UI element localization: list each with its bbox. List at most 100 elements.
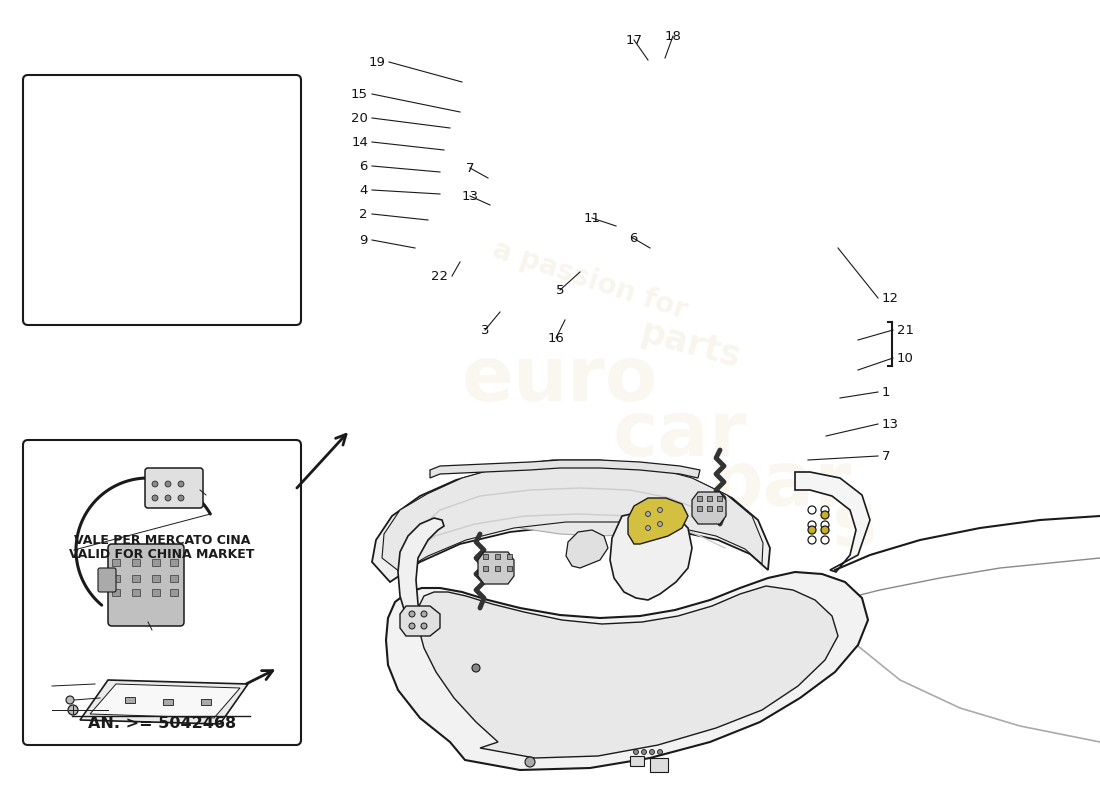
Circle shape bbox=[409, 623, 415, 629]
Text: VALE PER MERCATO CINA: VALE PER MERCATO CINA bbox=[74, 534, 250, 546]
Polygon shape bbox=[430, 460, 700, 478]
Text: car: car bbox=[613, 398, 747, 472]
Circle shape bbox=[165, 481, 170, 487]
Circle shape bbox=[646, 511, 650, 517]
Text: 11: 11 bbox=[583, 211, 601, 225]
Bar bbox=[630, 756, 644, 766]
Circle shape bbox=[152, 495, 158, 501]
Circle shape bbox=[641, 750, 647, 754]
Circle shape bbox=[421, 611, 427, 617]
Bar bbox=[152, 589, 160, 596]
Circle shape bbox=[165, 495, 170, 501]
Polygon shape bbox=[795, 472, 870, 572]
Polygon shape bbox=[90, 684, 240, 718]
Polygon shape bbox=[80, 680, 248, 724]
Text: parts: parts bbox=[636, 315, 744, 374]
Bar bbox=[132, 559, 140, 566]
Text: 18: 18 bbox=[664, 30, 681, 42]
Polygon shape bbox=[382, 460, 763, 572]
Circle shape bbox=[821, 526, 829, 534]
Bar bbox=[163, 699, 173, 705]
Bar bbox=[707, 506, 712, 511]
Circle shape bbox=[634, 750, 638, 754]
Text: 2: 2 bbox=[64, 543, 72, 557]
Bar bbox=[170, 559, 178, 566]
Circle shape bbox=[658, 750, 662, 754]
Circle shape bbox=[821, 511, 829, 519]
Text: 7: 7 bbox=[465, 162, 474, 174]
Polygon shape bbox=[418, 586, 838, 758]
FancyBboxPatch shape bbox=[108, 544, 184, 626]
Text: euro: euro bbox=[462, 343, 658, 417]
Bar bbox=[152, 559, 160, 566]
Text: 38: 38 bbox=[34, 703, 50, 717]
Text: 25: 25 bbox=[144, 629, 159, 642]
Bar bbox=[170, 575, 178, 582]
Bar bbox=[201, 699, 211, 705]
Bar bbox=[152, 575, 160, 582]
Bar bbox=[170, 589, 178, 596]
Bar bbox=[717, 506, 722, 511]
Circle shape bbox=[658, 507, 662, 513]
Bar bbox=[483, 554, 488, 559]
Bar bbox=[112, 559, 120, 566]
Text: 13: 13 bbox=[882, 418, 899, 430]
Bar bbox=[507, 554, 512, 559]
Bar bbox=[707, 496, 712, 501]
Text: AN. >= 5042468: AN. >= 5042468 bbox=[88, 717, 236, 731]
Bar bbox=[125, 697, 135, 703]
Text: 7: 7 bbox=[882, 450, 891, 462]
Circle shape bbox=[409, 611, 415, 617]
Text: 15: 15 bbox=[351, 87, 369, 101]
Text: 3: 3 bbox=[481, 323, 490, 337]
Text: 9: 9 bbox=[360, 234, 368, 246]
Text: 6: 6 bbox=[360, 159, 368, 173]
FancyBboxPatch shape bbox=[23, 440, 301, 745]
Bar bbox=[697, 496, 702, 501]
Text: 17: 17 bbox=[626, 34, 642, 46]
Text: 16: 16 bbox=[548, 331, 564, 345]
Text: 22: 22 bbox=[431, 270, 448, 282]
Text: 13: 13 bbox=[462, 190, 478, 202]
FancyBboxPatch shape bbox=[145, 468, 204, 508]
Bar bbox=[132, 589, 140, 596]
Text: 6: 6 bbox=[629, 231, 637, 245]
Circle shape bbox=[808, 526, 816, 534]
Bar bbox=[112, 575, 120, 582]
Bar bbox=[132, 575, 140, 582]
Polygon shape bbox=[628, 498, 688, 544]
Circle shape bbox=[68, 705, 78, 715]
Bar bbox=[697, 506, 702, 511]
Polygon shape bbox=[398, 518, 444, 630]
Circle shape bbox=[178, 495, 184, 501]
Bar bbox=[495, 566, 500, 571]
FancyBboxPatch shape bbox=[23, 75, 301, 325]
Text: 24: 24 bbox=[208, 489, 223, 502]
Polygon shape bbox=[480, 496, 695, 536]
Polygon shape bbox=[478, 552, 514, 584]
Text: 21: 21 bbox=[896, 323, 914, 337]
Text: 36: 36 bbox=[34, 679, 50, 693]
Polygon shape bbox=[610, 510, 692, 600]
Circle shape bbox=[421, 623, 427, 629]
Circle shape bbox=[525, 757, 535, 767]
Bar bbox=[483, 566, 488, 571]
Text: 14: 14 bbox=[351, 135, 369, 149]
Circle shape bbox=[649, 750, 654, 754]
FancyBboxPatch shape bbox=[98, 568, 116, 592]
Text: 4: 4 bbox=[360, 183, 368, 197]
Circle shape bbox=[178, 481, 184, 487]
Circle shape bbox=[658, 522, 662, 526]
Circle shape bbox=[152, 481, 158, 487]
Polygon shape bbox=[400, 606, 440, 636]
Text: VALID FOR CHINA MARKET: VALID FOR CHINA MARKET bbox=[69, 549, 255, 562]
Text: 20: 20 bbox=[351, 111, 369, 125]
Text: 19: 19 bbox=[368, 55, 385, 69]
Polygon shape bbox=[692, 492, 726, 524]
Polygon shape bbox=[566, 530, 608, 568]
Text: a passion for: a passion for bbox=[490, 235, 691, 325]
Bar bbox=[112, 589, 120, 596]
Polygon shape bbox=[386, 572, 868, 770]
Polygon shape bbox=[372, 462, 770, 582]
Circle shape bbox=[646, 526, 650, 530]
